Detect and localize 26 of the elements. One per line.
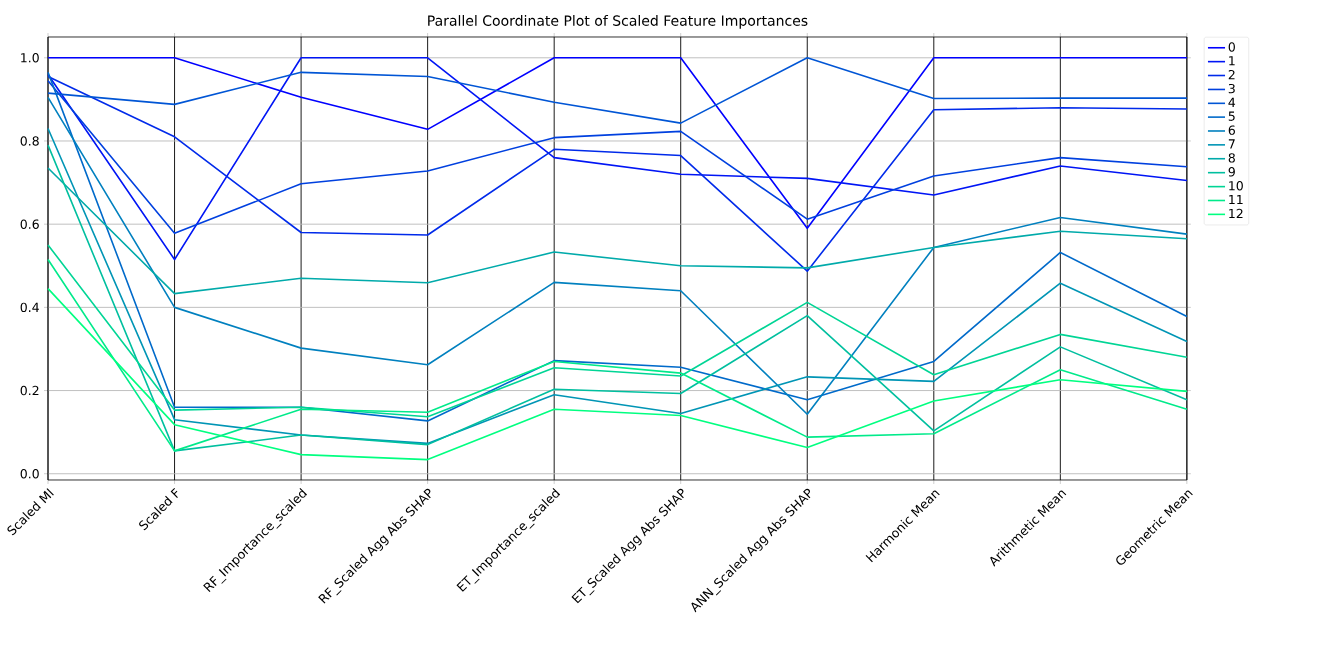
line-series (47, 244, 1188, 418)
legend-label: 6 (1228, 125, 1235, 135)
legend-label: 3 (1228, 83, 1235, 94)
line-series (47, 287, 1188, 461)
line-series (47, 56, 1188, 124)
line-series (47, 167, 1188, 295)
y-tick-label: 0.8 (20, 136, 39, 146)
legend-label: 8 (1228, 153, 1235, 163)
legend-label: 7 (1228, 139, 1235, 149)
legend-label: 0 (1228, 42, 1235, 52)
y-tick-label: 0.6 (20, 219, 39, 229)
legend-label: 9 (1228, 167, 1235, 177)
chart-title: Parallel Coordinate Plot of Scaled Feature Importances (428, 15, 808, 29)
line-series (47, 79, 1188, 235)
y-tick-label: 0.0 (20, 469, 39, 479)
y-tick-label: 0.2 (20, 385, 39, 396)
legend-label: 10 (1229, 181, 1243, 191)
y-tick-label: 0.4 (20, 302, 39, 313)
line-series (47, 258, 1188, 452)
legend-label: 5 (1228, 111, 1235, 121)
legend-label: 2 (1228, 69, 1235, 80)
legend-label: 4 (1228, 97, 1236, 107)
legend-label: 1 (1229, 56, 1235, 66)
y-tick-label: 1.0 (21, 53, 39, 63)
legend-label: 12 (1229, 208, 1243, 219)
legend-label: 11 (1229, 195, 1243, 205)
